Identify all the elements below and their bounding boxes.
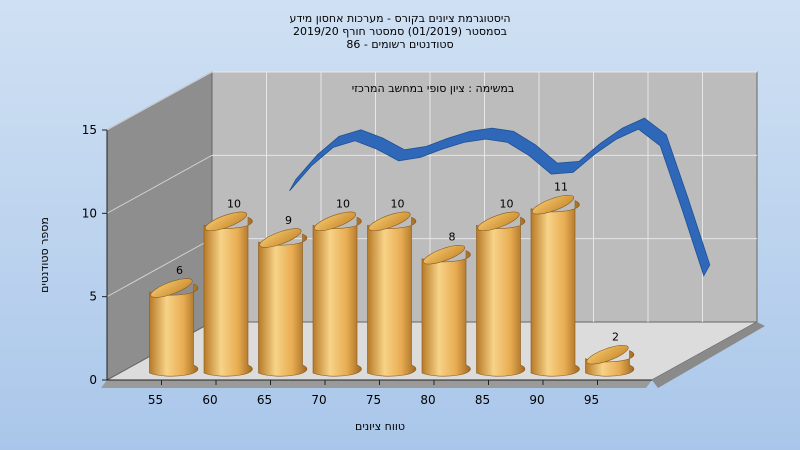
bar-top — [368, 211, 411, 232]
bar — [367, 211, 417, 377]
chart-subtitle: במשימה : ציון סופי במחשב המרכזי — [352, 82, 515, 95]
bar-value-label: 10 — [227, 197, 241, 210]
data-labels: 6 10 9 10 10 8 10 11 2 — [176, 181, 619, 344]
bar — [476, 211, 526, 377]
curve-ribbon — [289, 117, 711, 277]
bar-body — [258, 233, 308, 377]
y-axis-title: מספר סטודנטים — [38, 217, 51, 293]
chart-title-line-2: בסמסטר (01/2019) סמסטר חורף 2019/20 — [293, 25, 507, 38]
bar-top — [531, 194, 575, 215]
bar-body — [585, 350, 635, 377]
bar-value-label: 10 — [336, 197, 350, 210]
bar — [203, 211, 253, 377]
bar-top — [150, 278, 193, 298]
floor-front-edge — [101, 380, 652, 388]
gridline-side — [106, 154, 213, 214]
bar-body — [367, 216, 417, 377]
x-tick-label: 75 — [366, 393, 381, 407]
bar-body — [476, 216, 526, 377]
bar-top — [586, 344, 629, 365]
chart-title-line-1: היסטוגרמת ציונים בקורס - מערכות אחסון מי… — [289, 12, 510, 25]
floor-right-edge — [652, 322, 765, 388]
y-axis-ticks: 0 5 10 15 — [82, 123, 107, 387]
y-tick-label: 15 — [82, 123, 97, 137]
bars — [149, 194, 635, 377]
bar-value-label: 10 — [391, 197, 405, 210]
x-tick-label: 80 — [420, 393, 435, 407]
bar-value-label: 2 — [612, 331, 619, 344]
bar-top — [313, 211, 357, 232]
bar — [585, 344, 635, 377]
y-tick-label: 5 — [89, 290, 97, 304]
x-tick-label: 85 — [475, 393, 490, 407]
bar-value-label: 6 — [176, 264, 183, 277]
bar-top — [204, 211, 248, 232]
distribution-curve — [289, 117, 711, 277]
x-tick-label: 90 — [529, 393, 544, 407]
bar-top — [259, 228, 302, 248]
gridline-side — [106, 238, 213, 298]
bar-body — [312, 216, 362, 377]
bar — [312, 211, 362, 377]
x-tick-label: 60 — [202, 393, 217, 407]
bar-value-label: 9 — [285, 214, 292, 227]
bar — [149, 278, 199, 377]
bar-body — [203, 216, 253, 377]
chart-title-line-3: סטודנטים רשומים - 86 — [346, 38, 453, 51]
x-tick-label: 95 — [584, 393, 599, 407]
bar-value-label: 11 — [554, 181, 568, 194]
bar-value-label: 10 — [500, 197, 514, 210]
bar-body — [421, 250, 471, 377]
bar-value-label: 8 — [449, 231, 456, 244]
bar — [421, 244, 471, 377]
bar — [258, 228, 308, 377]
bar-body — [530, 200, 580, 377]
x-axis-ticks: 55 60 65 70 75 80 85 90 95 — [148, 380, 599, 407]
x-tick-label: 70 — [311, 393, 326, 407]
gridlines — [106, 71, 757, 322]
bar-body — [149, 283, 199, 377]
x-tick-label: 55 — [148, 393, 163, 407]
y-tick-label: 0 — [89, 373, 97, 387]
bar-top — [477, 211, 520, 232]
x-axis-title: טווח ציונים — [355, 420, 405, 433]
y-tick-label: 10 — [82, 206, 97, 220]
x-tick-label: 65 — [257, 393, 272, 407]
bar — [530, 194, 580, 377]
gridline-side — [106, 71, 213, 131]
bar-top — [422, 244, 466, 265]
